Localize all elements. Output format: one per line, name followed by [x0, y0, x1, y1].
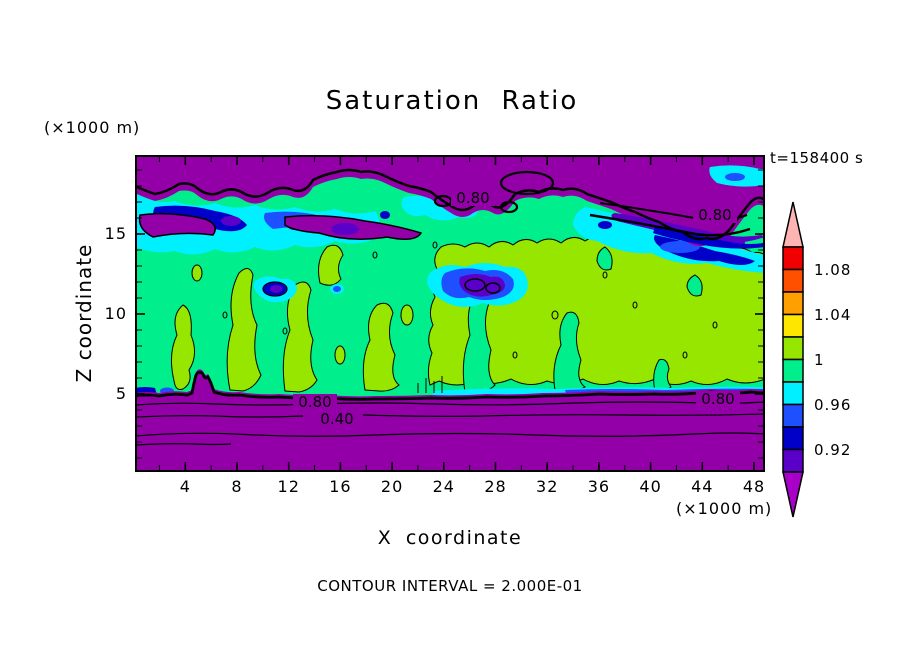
contour-label-080-top-mid: 0.80	[456, 189, 489, 207]
x-tick-label: 4	[179, 477, 191, 496]
colorbar-label-100: 1	[814, 351, 825, 369]
contour-label-080-bottom-left: 0.80	[298, 393, 331, 411]
colorbar-labels: 1.08 1.04 1 0.96 0.92	[814, 261, 851, 459]
plot-frame	[135, 155, 765, 472]
contour-plot: 0.80 0.80 0.80 0.40 0.80	[135, 155, 765, 472]
x-axis-unit: (×1000 m)	[676, 499, 773, 518]
x-axis-title: X coordinate	[377, 527, 523, 549]
colorbar-over-arrow	[782, 201, 804, 248]
contour-label-040-bottom: 0.40	[320, 410, 353, 428]
colorbar-under-arrow	[782, 471, 804, 518]
x-tick-label: 12	[277, 477, 300, 496]
y-tick-label: 15	[104, 224, 127, 244]
mid-subsaturated-blobs	[253, 263, 528, 307]
x-tick-label: 16	[329, 477, 352, 496]
colorbar-label-096: 0.96	[814, 396, 851, 414]
x-tick-label: 44	[691, 477, 714, 496]
colorbar-label-104: 1.04	[814, 306, 851, 324]
page-title: Saturation Ratio	[325, 86, 579, 116]
contour-interval-caption: CONTOUR INTERVAL = 2.000E-01	[317, 577, 583, 595]
y-tick-label: 10	[104, 304, 127, 324]
axis-tick-marks	[137, 157, 763, 470]
contour-line-labels: 0.80 0.80 0.80 0.40 0.80	[293, 189, 740, 428]
x-tick-label: 36	[587, 477, 611, 496]
contour-label-080-bottom-right: 0.80	[701, 390, 734, 408]
x-tick-label: 40	[639, 477, 662, 496]
colorbar-segments	[782, 246, 804, 473]
z-axis-unit: (×1000 m)	[44, 118, 141, 137]
y-tick-label: 5	[115, 384, 127, 404]
x-tick-label: 20	[380, 477, 404, 496]
tiny-contour-dots	[222, 241, 718, 359]
x-tick-label: 32	[536, 477, 559, 496]
x-tick-label: 24	[432, 477, 455, 496]
contour-label-080-top-right: 0.80	[698, 206, 731, 224]
contour-rings	[433, 170, 555, 214]
colorbar-label-092: 0.92	[814, 441, 851, 459]
timestamp-label: t=158400 s	[770, 149, 864, 167]
x-tick-label: 28	[484, 477, 507, 496]
x-tick-label: 8	[231, 477, 243, 496]
colorbar: 1.08 1.04 1 0.96 0.92	[782, 201, 851, 518]
x-tick-label: 48	[742, 477, 766, 496]
colorbar-label-108: 1.08	[814, 261, 851, 279]
